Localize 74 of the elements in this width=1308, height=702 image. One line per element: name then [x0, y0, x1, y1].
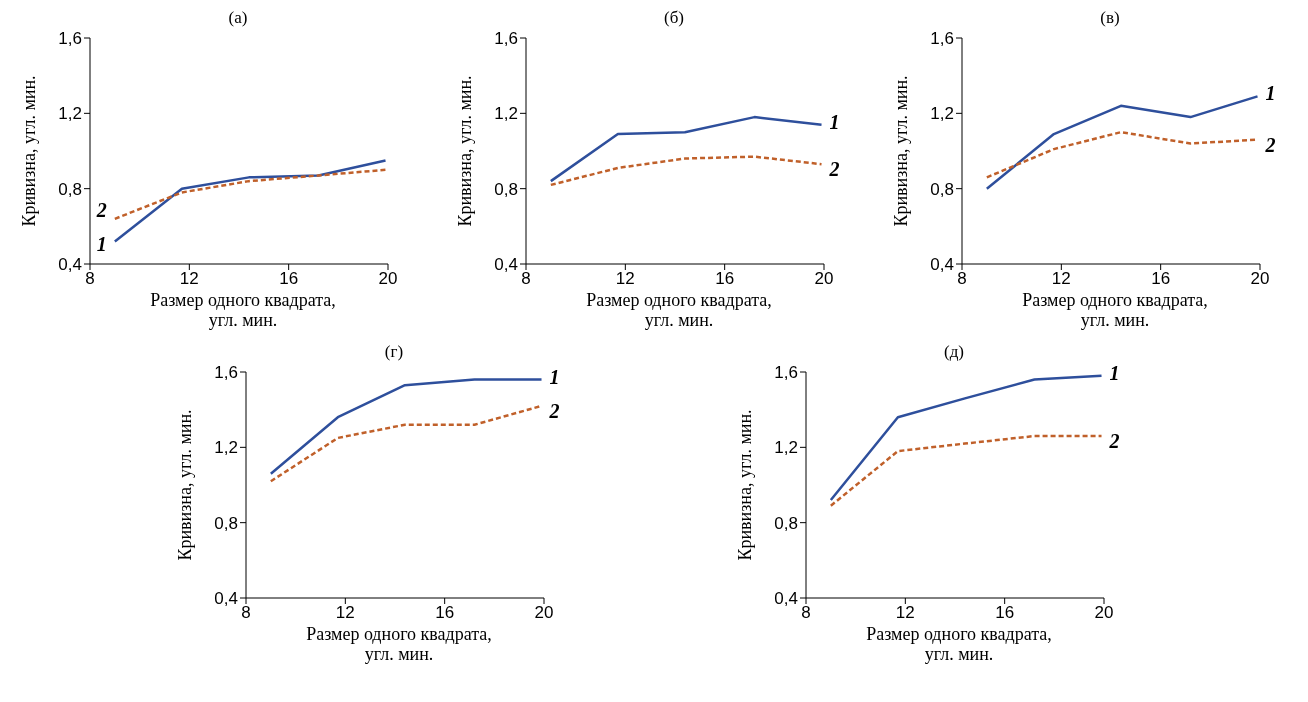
- line-series: [549, 115, 823, 183]
- y-tick-label: 0,8: [58, 179, 82, 199]
- y-tick-label: 1,6: [774, 363, 798, 383]
- x-tick-label: 8: [801, 603, 811, 623]
- x-tick-label: 16: [995, 603, 1015, 623]
- series-label: 1: [96, 233, 107, 256]
- y-tick-label: 0,8: [494, 179, 518, 199]
- series-label: 2: [1264, 133, 1276, 156]
- x-tick-label: 8: [85, 269, 95, 289]
- x-tick-label: 16: [435, 603, 455, 623]
- x-tick-label: 16: [279, 269, 299, 289]
- x-axis-title: Размер одного квадрата, угл. мин.: [149, 290, 337, 330]
- x-tick-label: 20: [534, 603, 554, 623]
- y-axis-title: Кривизна, угл. мин.: [175, 409, 196, 561]
- x-tick-label: 20: [1094, 603, 1114, 623]
- x-tick-label: 20: [1250, 269, 1270, 289]
- line-series: [985, 95, 1259, 190]
- x-axis-title: Размер одного квадрата, угл. мин.: [305, 624, 493, 664]
- x-axis-title: Размер одного квадрата, угл. мин.: [585, 290, 773, 330]
- chart-title: (г): [383, 342, 405, 362]
- y-tick-label: 1,6: [930, 29, 954, 49]
- y-tick-label: 0,8: [774, 513, 798, 533]
- x-tick-label: 16: [715, 269, 735, 289]
- y-tick-label: 1,2: [774, 438, 798, 458]
- x-tick-label: 12: [895, 603, 915, 623]
- series-label: 2: [95, 198, 107, 221]
- y-tick-label: 0,4: [494, 255, 518, 275]
- x-axis-title: Размер одного квадрата, угл. мин.: [865, 624, 1053, 664]
- y-tick-label: 1,2: [214, 438, 238, 458]
- line-series: [269, 378, 543, 475]
- y-axis-title: Кривизна, угл. мин.: [891, 75, 912, 227]
- series-label: 1: [1109, 361, 1120, 384]
- y-tick-label: 1,2: [494, 104, 518, 124]
- x-tick-label: 16: [1151, 269, 1171, 289]
- y-axis-title: Кривизна, угл. мин.: [455, 75, 476, 227]
- line-series: [829, 374, 1103, 502]
- y-tick-label: 1,6: [214, 363, 238, 383]
- series-label: 2: [1108, 430, 1120, 453]
- chart-title: (в): [1099, 8, 1121, 28]
- x-tick-label: 20: [378, 269, 398, 289]
- line-series: [829, 434, 1103, 507]
- x-tick-label: 12: [615, 269, 635, 289]
- x-tick-label: 12: [335, 603, 355, 623]
- line-series: [269, 404, 543, 483]
- chart-title: (д): [943, 342, 965, 362]
- x-tick-label: 8: [241, 603, 251, 623]
- x-tick-label: 8: [957, 269, 967, 289]
- y-tick-label: 0,8: [214, 513, 238, 533]
- series-label: 2: [548, 399, 560, 422]
- series-label: 1: [1265, 82, 1276, 105]
- x-tick-label: 8: [521, 269, 531, 289]
- line-series: [113, 168, 387, 221]
- series-label: 1: [549, 365, 560, 388]
- chart-title: (б): [663, 8, 685, 28]
- y-tick-label: 0,4: [214, 589, 238, 609]
- y-tick-label: 0,8: [930, 179, 954, 199]
- x-tick-label: 20: [814, 269, 834, 289]
- y-tick-label: 0,4: [774, 589, 798, 609]
- y-tick-label: 1,2: [930, 104, 954, 124]
- x-axis-title: Размер одного квадрата, угл. мин.: [1021, 290, 1209, 330]
- y-tick-label: 0,4: [58, 255, 82, 275]
- y-axis-title: Кривизна, угл. мин.: [19, 75, 40, 227]
- x-tick-label: 12: [1051, 269, 1071, 289]
- line-series: [549, 155, 823, 187]
- y-tick-label: 1,6: [58, 29, 82, 49]
- series-label: 1: [829, 110, 840, 133]
- chart-title: (а): [227, 8, 249, 28]
- series-label: 2: [828, 158, 840, 181]
- y-tick-label: 1,2: [58, 104, 82, 124]
- y-tick-label: 0,4: [930, 255, 954, 275]
- y-axis-title: Кривизна, угл. мин.: [735, 409, 756, 561]
- y-tick-label: 1,6: [494, 29, 518, 49]
- x-tick-label: 12: [179, 269, 199, 289]
- line-series: [113, 159, 387, 243]
